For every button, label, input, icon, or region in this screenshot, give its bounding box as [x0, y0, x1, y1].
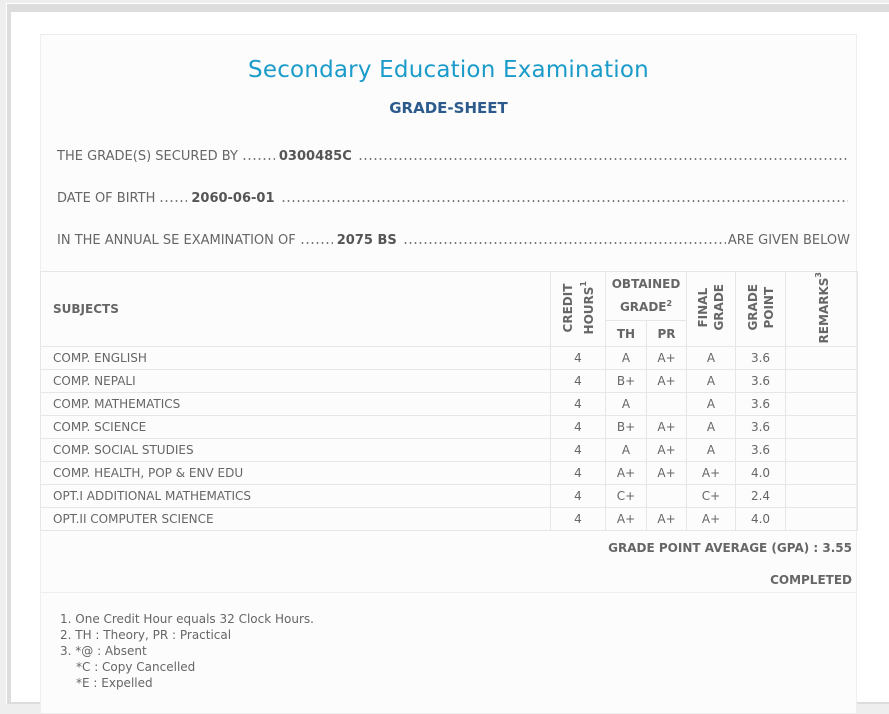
cell-th: A	[605, 438, 647, 463]
cell-final: A+	[686, 507, 736, 532]
page-title: Secondary Education Examination	[248, 57, 649, 83]
grades-table: SUBJECTS CREDIT HOURS1 OBTAINED GRADE2 FIN…	[40, 270, 858, 532]
cell-remarks	[785, 346, 858, 371]
cell-subject: COMP. ENGLISH	[40, 346, 551, 371]
exam-label: IN THE ANNUAL SE EXAMINATION OF	[57, 233, 296, 248]
cell-credit: 4	[550, 484, 606, 509]
table-row: COMP. MATHEMATICS 4 A A 3.6	[40, 392, 858, 417]
cell-remarks	[785, 438, 858, 463]
cell-pr	[646, 392, 687, 417]
note: 3. *@ : Absent	[60, 644, 147, 658]
cell-pr: A+	[646, 369, 687, 394]
cell-remarks	[785, 507, 858, 532]
cell-th: B+	[605, 415, 647, 440]
dob-line: DATE OF BIRTH 2060-06-01	[57, 191, 850, 206]
cell-point: 3.6	[735, 392, 786, 417]
cell-remarks	[785, 415, 858, 440]
cell-final: C+	[686, 484, 736, 509]
cell-point: 2.4	[735, 484, 786, 509]
cell-pr: A+	[646, 438, 687, 463]
cell-th: A	[605, 392, 647, 417]
cell-final: A	[686, 438, 736, 463]
cell-pr: A+	[646, 346, 687, 371]
cell-credit: 4	[550, 461, 606, 486]
cell-subject: COMP. MATHEMATICS	[40, 392, 551, 417]
symbol-number: 0300485C	[278, 149, 352, 164]
cell-point: 4.0	[735, 461, 786, 486]
page-subtitle: GRADE-SHEET	[389, 99, 508, 117]
cell-point: 3.6	[735, 415, 786, 440]
header-th: TH	[605, 320, 647, 348]
cell-subject: OPT.I ADDITIONAL MATHEMATICS	[40, 484, 551, 509]
cell-pr: A+	[646, 415, 687, 440]
footnotes: 1. One Credit Hour equals 32 Clock Hours…	[60, 611, 314, 691]
header-grade-point: GRADE POINT	[735, 270, 786, 348]
cell-remarks	[785, 484, 858, 509]
cell-final: A	[686, 392, 736, 417]
table-row: OPT.II COMPUTER SCIENCE 4 A+ A+ A+ 4.0	[40, 507, 858, 532]
cell-final: A+	[686, 461, 736, 486]
table-row: COMP. ENGLISH 4 A A+ A 3.6	[40, 346, 858, 371]
table-row: COMP. NEPALI 4 B+ A+ A 3.6	[40, 369, 858, 394]
secured-by-line: THE GRADE(S) SECURED BY 0300485C	[57, 149, 850, 164]
table-row: COMP. SCIENCE 4 B+ A+ A 3.6	[40, 415, 858, 440]
cell-credit: 4	[550, 438, 606, 463]
cell-remarks	[785, 369, 858, 394]
dob-label: DATE OF BIRTH	[57, 191, 156, 206]
header-credit-hours: CREDIT HOURS1	[550, 270, 606, 348]
cell-point: 3.6	[735, 346, 786, 371]
cell-credit: 4	[550, 346, 606, 371]
result-status: COMPLETED	[770, 573, 852, 587]
table-row: COMP. SOCIAL STUDIES 4 A A+ A 3.6	[40, 438, 858, 463]
cell-credit: 4	[550, 392, 606, 417]
table-row: COMP. HEALTH, POP & ENV EDU 4 A+ A+ A+ 4.0	[40, 461, 858, 486]
header-final-grade: FINAL GRADE	[686, 270, 736, 348]
grade-sheet: Secondary Education Examination GRADE-SH…	[40, 34, 858, 714]
cell-subject: COMP. NEPALI	[40, 369, 551, 394]
cell-pr: A+	[646, 461, 687, 486]
exam-year: 2075 BS	[336, 233, 397, 248]
cell-point: 3.6	[735, 369, 786, 394]
cell-th: A	[605, 346, 647, 371]
secured-by-label: THE GRADE(S) SECURED BY	[57, 149, 238, 164]
note: 2. TH : Theory, PR : Practical	[60, 628, 232, 642]
header-obtained-grade: OBTAINED GRADE2	[605, 270, 687, 322]
table-row: OPT.I ADDITIONAL MATHEMATICS 4 C+ C+ 2.4	[40, 484, 858, 509]
header-pr: PR	[646, 320, 687, 348]
dob-value: 2060-06-01	[191, 191, 275, 206]
cell-credit: 4	[550, 507, 606, 532]
cell-subject: COMP. HEALTH, POP & ENV EDU	[40, 461, 551, 486]
cell-point: 3.6	[735, 438, 786, 463]
note: *E : Expelled	[76, 676, 153, 690]
cell-credit: 4	[550, 415, 606, 440]
cell-th: A+	[605, 461, 647, 486]
cell-point: 4.0	[735, 507, 786, 532]
cell-th: A+	[605, 507, 647, 532]
cell-subject: COMP. SCIENCE	[40, 415, 551, 440]
cell-remarks	[785, 392, 858, 417]
cell-th: B+	[605, 369, 647, 394]
divider	[41, 592, 856, 593]
cell-pr	[646, 484, 687, 509]
header-subjects: SUBJECTS	[40, 270, 551, 348]
cell-final: A	[686, 346, 736, 371]
exam-suffix: ARE GIVEN BELOW	[727, 233, 850, 248]
cell-credit: 4	[550, 369, 606, 394]
cell-remarks	[785, 461, 858, 486]
cell-final: A	[686, 415, 736, 440]
note: *C : Copy Cancelled	[76, 660, 196, 674]
gpa: GRADE POINT AVERAGE (GPA) : 3.55	[608, 541, 852, 555]
cell-subject: COMP. SOCIAL STUDIES	[40, 438, 551, 463]
header-remarks: REMARKS3	[785, 270, 858, 348]
note: 1. One Credit Hour equals 32 Clock Hours…	[60, 612, 314, 626]
cell-th: C+	[605, 484, 647, 509]
exam-line: IN THE ANNUAL SE EXAMINATION OF 2075 BS …	[57, 233, 850, 248]
cell-pr: A+	[646, 507, 687, 532]
cell-final: A	[686, 369, 736, 394]
cell-subject: OPT.II COMPUTER SCIENCE	[40, 507, 551, 532]
